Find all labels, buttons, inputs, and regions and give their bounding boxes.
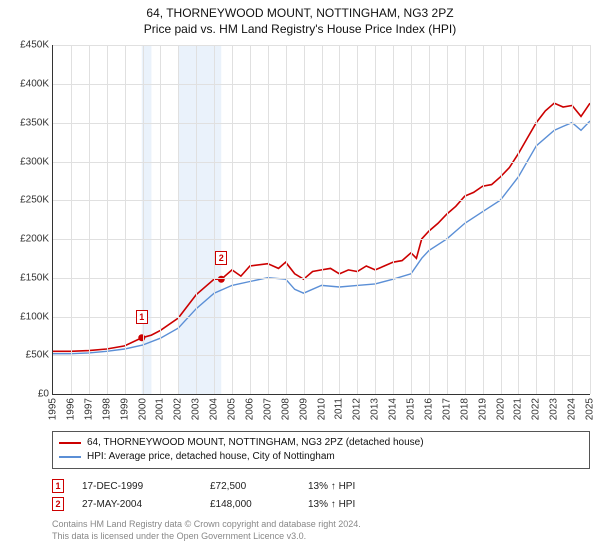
x-tick-label: 2006 [244, 398, 255, 420]
x-tick-label: 2014 [388, 398, 399, 420]
legend-row-price: 64, THORNEYWOOD MOUNT, NOTTINGHAM, NG3 2… [59, 436, 583, 450]
title-subtitle: Price paid vs. HM Land Registry's House … [0, 22, 600, 38]
y-tick-label: £350K [20, 117, 49, 128]
x-tick-label: 1997 [83, 398, 94, 420]
x-tick-label: 2005 [227, 398, 238, 420]
y-tick-label: £200K [20, 234, 49, 245]
footer: Contains HM Land Registry data © Crown c… [52, 519, 590, 542]
x-tick-label: 2015 [406, 398, 417, 420]
legend-label-hpi: HPI: Average price, detached house, City… [87, 450, 335, 464]
sales-marker-box: 2 [52, 497, 64, 511]
x-tick-label: 2003 [191, 398, 202, 420]
x-tick-label: 2000 [137, 398, 148, 420]
x-tick-label: 2019 [477, 398, 488, 420]
sales-row: 1 17-DEC-1999 £72,500 13% ↑ HPI [52, 477, 590, 495]
x-tick-label: 2018 [459, 398, 470, 420]
x-tick-label: 2025 [585, 398, 596, 420]
y-tick-label: £400K [20, 78, 49, 89]
x-tick-label: 1995 [48, 398, 59, 420]
x-tick-label: 2010 [316, 398, 327, 420]
footer-line1: Contains HM Land Registry data © Crown c… [52, 519, 590, 531]
title-block: 64, THORNEYWOOD MOUNT, NOTTINGHAM, NG3 2… [0, 0, 600, 37]
x-tick-label: 2023 [549, 398, 560, 420]
x-tick-label: 2001 [155, 398, 166, 420]
x-tick-label: 2007 [262, 398, 273, 420]
chart-container: 64, THORNEYWOOD MOUNT, NOTTINGHAM, NG3 2… [0, 0, 600, 560]
legend-box: 64, THORNEYWOOD MOUNT, NOTTINGHAM, NG3 2… [52, 431, 590, 469]
legend-and-sales: 64, THORNEYWOOD MOUNT, NOTTINGHAM, NG3 2… [52, 431, 590, 542]
y-tick-label: £150K [20, 272, 49, 283]
sales-row: 2 27-MAY-2004 £148,000 13% ↑ HPI [52, 495, 590, 513]
sale-marker-1: 1 [136, 310, 148, 324]
x-tick-label: 2009 [298, 398, 309, 420]
sale-marker-2: 2 [215, 251, 227, 265]
sales-delta: 13% ↑ HPI [308, 499, 408, 510]
x-tick-label: 2016 [423, 398, 434, 420]
y-tick-label: £300K [20, 156, 49, 167]
x-tick-label: 2024 [567, 398, 578, 420]
x-tick-label: 1996 [65, 398, 76, 420]
x-tick-label: 2013 [370, 398, 381, 420]
title-address: 64, THORNEYWOOD MOUNT, NOTTINGHAM, NG3 2… [0, 6, 600, 22]
legend-swatch-hpi [59, 456, 81, 458]
x-tick-label: 2021 [513, 398, 524, 420]
x-tick-label: 1998 [101, 398, 112, 420]
x-tick-label: 2020 [495, 398, 506, 420]
sales-date: 27-MAY-2004 [82, 499, 192, 510]
y-tick-label: £450K [20, 40, 49, 51]
x-tick-label: 2012 [352, 398, 363, 420]
x-tick-label: 2008 [280, 398, 291, 420]
sales-price: £72,500 [210, 481, 290, 492]
x-tick-label: 1999 [119, 398, 130, 420]
y-tick-label: £50K [26, 350, 49, 361]
sales-table: 1 17-DEC-1999 £72,500 13% ↑ HPI 2 27-MAY-2004… [52, 477, 590, 513]
sales-delta: 13% ↑ HPI [308, 481, 408, 492]
legend-label-price: 64, THORNEYWOOD MOUNT, NOTTINGHAM, NG3 2… [87, 436, 424, 450]
y-tick-label: £100K [20, 311, 49, 322]
legend-row-hpi: HPI: Average price, detached house, City… [59, 450, 583, 464]
sales-price: £148,000 [210, 499, 290, 510]
x-tick-label: 2002 [173, 398, 184, 420]
sales-marker-box: 1 [52, 479, 64, 493]
x-tick-label: 2004 [209, 398, 220, 420]
legend-swatch-price [59, 442, 81, 444]
footer-line2: This data is licensed under the Open Gov… [52, 531, 590, 543]
x-tick-label: 2011 [334, 398, 345, 420]
y-tick-label: £250K [20, 195, 49, 206]
x-tick-label: 2017 [441, 398, 452, 420]
sales-date: 17-DEC-1999 [82, 481, 192, 492]
x-tick-label: 2022 [531, 398, 542, 420]
chart-plot-area: £0£50K£100K£150K£200K£250K£300K£350K£400… [52, 45, 590, 395]
